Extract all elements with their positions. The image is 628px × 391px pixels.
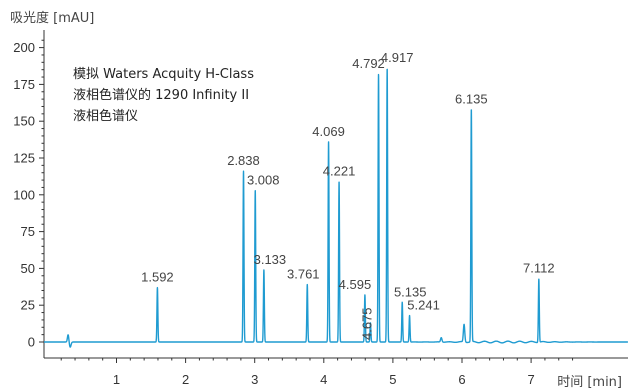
y-tick-label: 75 [21,224,35,239]
x-tick-label: 6 [458,372,465,387]
peak-label: 4.221 [323,164,356,179]
peak-label: 1.592 [141,270,174,285]
y-tick-label: 150 [13,114,35,129]
x-tick-label: 1 [113,372,120,387]
y-tick-label: 50 [21,261,35,276]
annotation-line-1: 模拟 Waters Acquity H-Class [73,67,254,82]
x-tick-label: 4 [320,372,327,387]
peak-label: 5.135 [394,284,427,299]
annotation-line-2: 液相色谱仪的 1290 Infinity II [73,87,249,103]
x-tick-label: 3 [251,372,258,387]
y-tick-label: 200 [13,40,35,55]
x-axis-title: 时间 [min] [557,375,622,390]
annotation-line-3: 液相色谱仪 [73,108,138,124]
peak-label: 4.069 [312,124,345,139]
y-axis-title: 吸光度 [mAU] [10,10,94,26]
peak-label: 6.135 [455,91,488,106]
peak-label: 3.761 [287,267,320,282]
tick-labels: 0 25 50 75 100 125 150 175 200 1 2 3 4 5 6 7 [13,40,534,387]
x-tick-label: 7 [527,372,534,387]
peak-label: 3.133 [254,252,287,267]
peak-label: 4.675 [359,307,374,340]
peak-label: 4.595 [339,277,372,292]
peak-label: 3.008 [247,172,280,187]
peak-label: 4.792 [352,56,385,71]
chromatogram-trace [43,68,628,348]
peak-label: 5.241 [407,298,440,313]
peak-label: 4.917 [381,50,414,65]
peak-label: 7.112 [523,261,555,276]
y-tick-label: 100 [13,187,35,202]
tick-marks [39,39,574,363]
peak-label: 2.838 [227,153,260,168]
y-tick-label: 25 [21,298,35,313]
y-tick-label: 0 [28,335,35,350]
y-tick-label: 125 [13,151,35,166]
x-tick-label: 2 [182,372,189,387]
y-tick-label: 175 [13,77,35,92]
x-tick-label: 5 [389,372,396,387]
